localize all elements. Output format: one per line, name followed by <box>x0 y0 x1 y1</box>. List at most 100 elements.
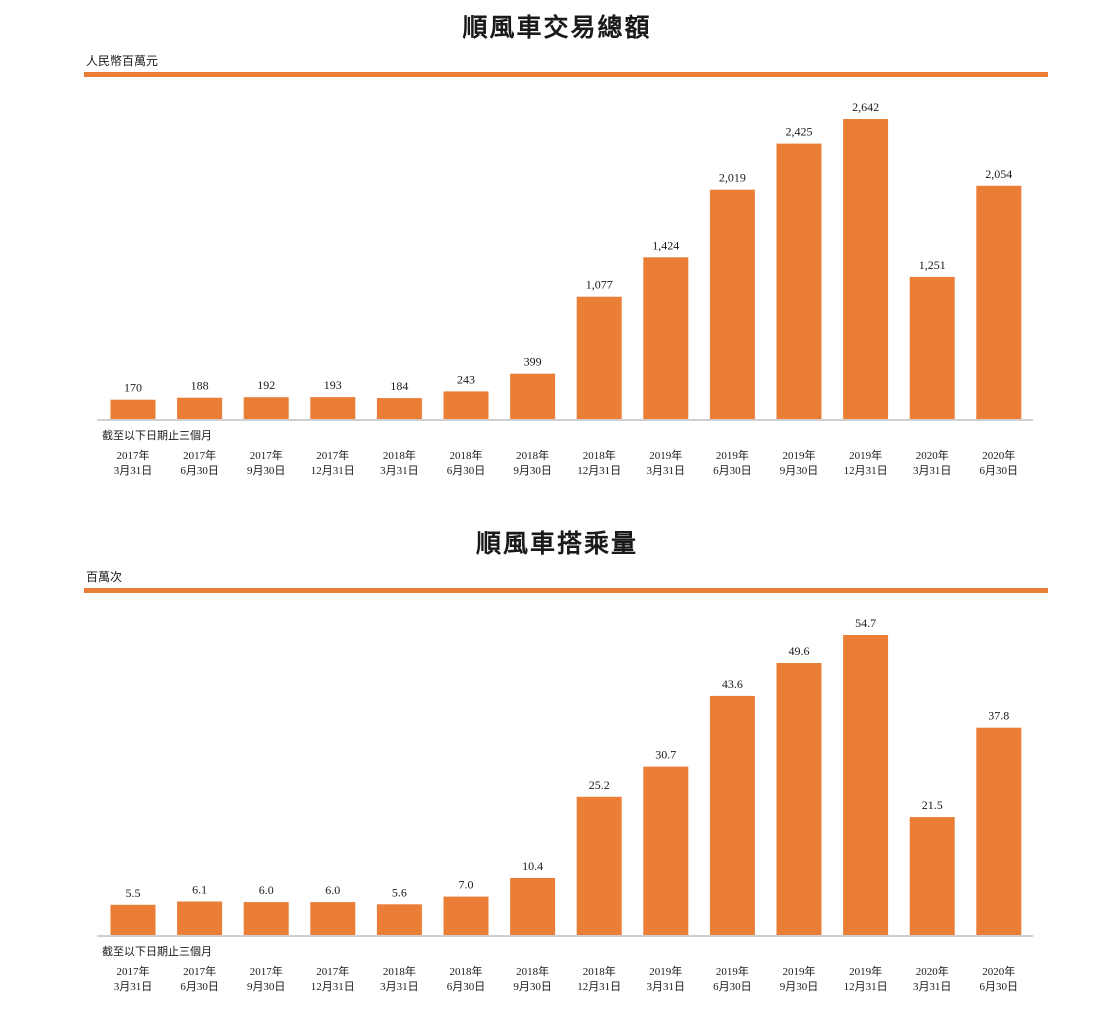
bar <box>976 727 1022 935</box>
x-tick-label-date: 3月31日 <box>647 465 686 477</box>
x-tick-label-year: 2018年 <box>516 448 549 462</box>
data-label: 43.6 <box>722 677 743 691</box>
data-label: 6.1 <box>192 883 207 897</box>
bar <box>510 878 556 935</box>
data-label: 6.0 <box>325 883 340 897</box>
x-tick-label-date: 12月31日 <box>311 981 355 993</box>
x-tick-label-date: 6月30日 <box>447 981 486 993</box>
x-tick-label-year: 2019年 <box>783 448 816 462</box>
x-tick-label-year: 2017年 <box>117 448 150 462</box>
data-label: 37.8 <box>988 709 1009 723</box>
bar <box>510 373 556 419</box>
chart-title: 順風車交易總額 <box>462 13 652 42</box>
unit-label: 百萬次 <box>86 570 123 584</box>
bar <box>843 635 889 935</box>
x-tick-label-date: 6月30日 <box>713 465 752 477</box>
bar <box>310 397 356 419</box>
data-label: 399 <box>524 355 542 369</box>
x-tick-label-date: 6月30日 <box>447 465 486 477</box>
data-label: 2,054 <box>985 167 1012 181</box>
bar <box>243 397 289 419</box>
x-tick-label-date: 6月30日 <box>713 981 752 993</box>
bar <box>177 397 223 419</box>
x-tick-label-year: 2020年 <box>916 448 949 462</box>
x-tick-label-date: 3月31日 <box>913 465 952 477</box>
x-tick-label-date: 9月30日 <box>247 981 286 993</box>
x-tick-label-year: 2018年 <box>450 964 483 978</box>
bar <box>643 257 689 419</box>
bar <box>177 901 223 935</box>
x-tick-label-year: 2017年 <box>183 448 216 462</box>
x-tick-label-year: 2020年 <box>982 448 1015 462</box>
data-label: 6.0 <box>259 883 274 897</box>
x-tick-label-year: 2019年 <box>649 448 682 462</box>
x-tick-label-year: 2017年 <box>316 964 349 978</box>
x-tick-label-date: 12月31日 <box>844 981 888 993</box>
data-label: 192 <box>257 378 275 392</box>
data-label: 25.2 <box>589 778 610 792</box>
x-tick-label-year: 2017年 <box>250 964 283 978</box>
bar <box>709 695 755 935</box>
data-label: 170 <box>124 381 142 395</box>
x-tick-label-date: 9月30日 <box>513 465 552 477</box>
x-tick-label-year: 2020年 <box>916 964 949 978</box>
bar <box>576 296 622 419</box>
x-tick-label-year: 2019年 <box>783 964 816 978</box>
period-note: 截至以下日期止三個月 <box>102 428 212 442</box>
x-tick-label-year: 2018年 <box>383 448 416 462</box>
x-tick-label-date: 12月31日 <box>311 465 355 477</box>
x-tick-label-date: 3月31日 <box>114 465 153 477</box>
x-tick-label-year: 2017年 <box>250 448 283 462</box>
bar <box>976 185 1022 419</box>
x-tick-label-date: 9月30日 <box>780 465 819 477</box>
x-tick-label-date: 6月30日 <box>980 465 1019 477</box>
x-tick-label-date: 12月31日 <box>844 465 888 477</box>
x-tick-label-date: 12月31日 <box>577 981 621 993</box>
bar <box>909 817 955 935</box>
bar <box>909 276 955 419</box>
x-tick-label-date: 6月30日 <box>180 465 219 477</box>
x-tick-label-date: 3月31日 <box>380 465 419 477</box>
x-tick-label-year: 2017年 <box>183 964 216 978</box>
bar <box>376 904 422 935</box>
data-label: 2,019 <box>719 171 746 185</box>
x-tick-label-year: 2018年 <box>450 448 483 462</box>
rides-chart-panel: 順風車搭乘量 百萬次 5.5 2017年 3月31日 6.1 2017年 6月30日 6.0… <box>0 516 1114 1016</box>
gmv-bar-chart: 170 2017年 3月31日 188 2017年 6月30日 192 2017年 9月30日 1… <box>97 100 1033 477</box>
period-note: 截至以下日期止三個月 <box>102 944 212 958</box>
x-tick-label-year: 2020年 <box>982 964 1015 978</box>
chart-title: 順風車搭乘量 <box>475 529 638 558</box>
bar <box>310 902 356 935</box>
unit-label: 人民幣百萬元 <box>86 54 159 68</box>
x-tick-label-year: 2018年 <box>383 964 416 978</box>
bar <box>709 189 755 419</box>
x-tick-label-year: 2017年 <box>117 964 150 978</box>
data-label: 10.4 <box>522 859 543 873</box>
x-tick-label-date: 9月30日 <box>247 465 286 477</box>
bar <box>776 143 822 419</box>
data-label: 2,425 <box>786 125 813 139</box>
header-rule <box>84 72 1048 77</box>
data-label: 7.0 <box>459 878 474 892</box>
data-label: 54.7 <box>855 616 876 630</box>
x-tick-label-date: 12月31日 <box>577 465 621 477</box>
x-tick-label-date: 3月31日 <box>114 981 153 993</box>
x-tick-label-year: 2018年 <box>583 448 616 462</box>
x-tick-label-date: 6月30日 <box>980 981 1019 993</box>
x-tick-label-date: 9月30日 <box>513 981 552 993</box>
data-label: 30.7 <box>655 748 676 762</box>
data-label: 21.5 <box>922 798 943 812</box>
data-label: 193 <box>324 378 342 392</box>
bar <box>243 902 289 935</box>
bar <box>443 896 489 935</box>
x-tick-label-date: 3月31日 <box>913 981 952 993</box>
bar <box>576 796 622 935</box>
x-tick-label-year: 2019年 <box>716 448 749 462</box>
rides-bar-chart: 5.5 2017年 3月31日 6.1 2017年 6月30日 6.0 2017年 9月30日 6… <box>97 616 1033 993</box>
x-tick-label-year: 2018年 <box>516 964 549 978</box>
x-tick-label-year: 2018年 <box>583 964 616 978</box>
bar <box>376 398 422 419</box>
data-label: 184 <box>390 379 408 393</box>
x-tick-label-year: 2019年 <box>849 964 882 978</box>
data-label: 1,251 <box>919 258 946 272</box>
